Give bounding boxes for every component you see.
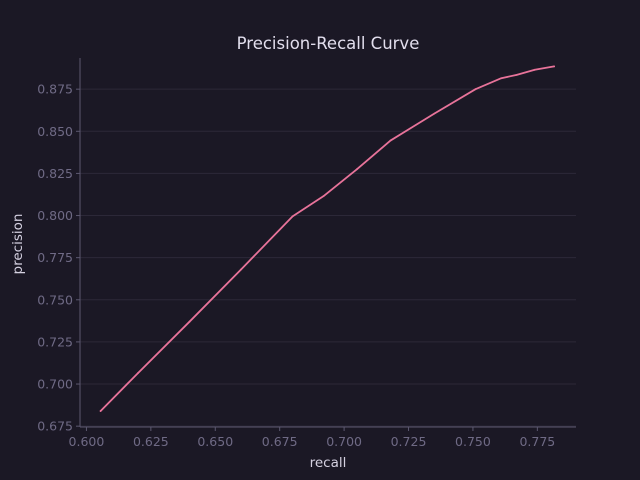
pr-curve-point [515, 73, 518, 76]
x-tick-label: 0.725 [391, 434, 427, 449]
pr-curve-point [433, 112, 436, 115]
y-tick-label: 0.725 [37, 334, 73, 349]
x-axis-title: recall [310, 455, 347, 471]
x-tick-label: 0.775 [519, 434, 555, 449]
pr-curve-line [99, 65, 555, 412]
x-tick-label: 0.700 [326, 434, 362, 449]
gridlines [80, 88, 576, 427]
y-tick-label: 0.800 [37, 208, 73, 223]
series-lines [99, 65, 555, 412]
pr-curve-point [137, 372, 139, 374]
pr-curve-point [291, 215, 294, 218]
y-tick-label: 0.825 [37, 166, 73, 181]
x-tick-label: 0.600 [69, 434, 105, 449]
y-tick-label: 0.875 [37, 82, 73, 97]
y-tick-label: 0.700 [37, 377, 73, 392]
pr-curve-point [553, 65, 555, 68]
pr-curve-point [240, 268, 242, 271]
y-tick-label: 0.775 [37, 250, 73, 265]
x-tick-label: 0.750 [455, 434, 491, 449]
y-tick-label: 0.850 [37, 124, 73, 139]
axes-spines [79, 58, 576, 428]
pr-curve-point [500, 77, 503, 80]
pr-curve-point [356, 168, 358, 171]
x-tick-label: 0.650 [197, 434, 233, 449]
y-tick-label: 0.750 [37, 292, 73, 307]
pr-curve-point [474, 88, 477, 91]
x-tick-label: 0.675 [262, 434, 298, 449]
x-tick-label: 0.625 [133, 434, 169, 449]
y-axis-title: precision [10, 214, 26, 275]
pr-curve-point [99, 410, 102, 412]
pr-curve-point [533, 68, 536, 71]
axis-ticks: 0.675 0.700 0.725 0.750 0.775 0.800 0.825 0.850… [37, 82, 555, 449]
pr-curve-point [389, 139, 392, 142]
chart-title: Precision-Recall Curve [237, 34, 420, 53]
y-tick-label: 0.675 [37, 419, 73, 434]
pr-curve-point [322, 195, 325, 198]
pr-curve-point [188, 320, 191, 323]
